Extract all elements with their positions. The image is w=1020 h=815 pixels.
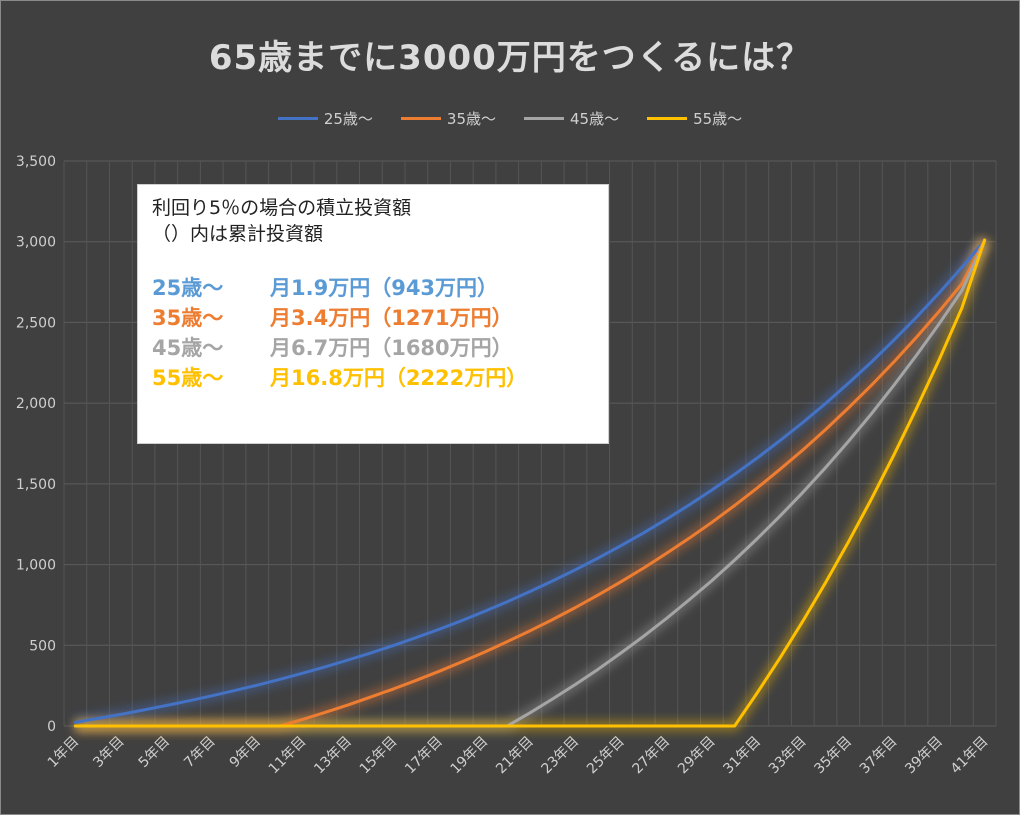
y-tick-label: 500 xyxy=(29,638,56,654)
y-tick-label: 2,000 xyxy=(16,396,56,412)
note-amount-55: 月16.8万円（2222万円） xyxy=(270,366,528,390)
x-tick-label: 21年目 xyxy=(493,734,537,778)
x-tick-label: 41年目 xyxy=(948,734,992,778)
note-age-55: 55歳～ xyxy=(152,366,224,390)
legend-item-45: 45歳～ xyxy=(524,108,619,129)
note-amount-45: 月6.7万円（1680万円） xyxy=(270,336,513,360)
x-tick-label: 17年目 xyxy=(402,734,446,778)
x-tick-label: 23年目 xyxy=(539,734,583,778)
y-tick-label: 3,000 xyxy=(16,235,56,251)
legend-label-55: 55歳～ xyxy=(693,110,743,128)
x-tick-label: 31年目 xyxy=(720,734,764,778)
x-tick-label: 35年目 xyxy=(811,734,855,778)
x-tick-label: 29年目 xyxy=(675,734,719,778)
note-row-45: 45歳～ 月6.7万円（1680万円） xyxy=(152,333,594,363)
y-tick-label: 2,500 xyxy=(16,315,56,331)
note-row-35: 35歳～ 月3.4万円（1271万円） xyxy=(152,303,594,333)
note-line-2: （）内は累計投資額 xyxy=(152,223,324,245)
note-row-25: 25歳～ 月1.9万円（943万円） xyxy=(152,273,594,303)
x-tick-label: 15年目 xyxy=(357,734,401,778)
x-tick-label: 25年目 xyxy=(584,734,628,778)
chart-title: 65歳までに3000万円をつくるには？ xyxy=(208,38,812,78)
x-tick-label: 27年目 xyxy=(629,734,673,778)
legend-swatch-35 xyxy=(400,117,441,120)
note-box: 利回り5％の場合の積立投資額 （）内は累計投資額 25歳～ 月1.9万円（943… xyxy=(137,184,609,444)
x-tick-label: 9年目 xyxy=(227,734,264,771)
series-line-0 xyxy=(73,239,987,724)
legend-swatch-25 xyxy=(277,117,318,120)
x-tick-label: 5年目 xyxy=(136,734,173,771)
note-row-55: 55歳～ 月16.8万円（2222万円） xyxy=(152,363,594,393)
legend-swatch-55 xyxy=(647,117,688,120)
x-tick-label: 39年目 xyxy=(902,734,946,778)
note-age-35: 35歳～ xyxy=(152,306,224,330)
x-tick-label: 7年目 xyxy=(181,734,218,771)
note-age-25: 25歳～ xyxy=(152,276,224,300)
note-amount-25: 月1.9万円（943万円） xyxy=(270,276,499,300)
legend-item-55: 55歳～ xyxy=(647,108,742,129)
note-age-45: 45歳～ xyxy=(152,336,224,360)
legend-label-35: 35歳～ xyxy=(446,110,496,128)
x-tick-label: 3年目 xyxy=(90,734,127,771)
legend-label-25: 25歳～ xyxy=(323,110,373,128)
x-tick-label: 33年目 xyxy=(766,734,810,778)
y-tick-label: 3,500 xyxy=(16,154,56,170)
legend-item-35: 35歳～ xyxy=(400,108,496,129)
x-tick-label: 13年目 xyxy=(311,734,355,778)
y-tick-label: 0 xyxy=(47,719,56,735)
series-line-3 xyxy=(73,238,987,728)
legend-item-25: 25歳～ xyxy=(277,108,373,129)
legend-label-45: 45歳～ xyxy=(570,110,620,128)
x-tick-label: 1年目 xyxy=(45,734,82,771)
x-tick-label: 19年目 xyxy=(448,734,492,778)
x-tick-label: 37年目 xyxy=(857,734,901,778)
x-tick-label: 11年目 xyxy=(266,734,310,778)
legend-swatch-45 xyxy=(524,117,564,120)
y-tick-label: 1,500 xyxy=(16,477,56,493)
note-line-1: 利回り5％の場合の積立投資額 xyxy=(152,197,412,219)
note-amount-35: 月3.4万円（1271万円） xyxy=(270,306,513,330)
y-tick-label: 1,000 xyxy=(16,558,56,574)
chart-legend: 25歳～ 35歳～ 45歳～ 55歳～ xyxy=(0,108,1020,129)
